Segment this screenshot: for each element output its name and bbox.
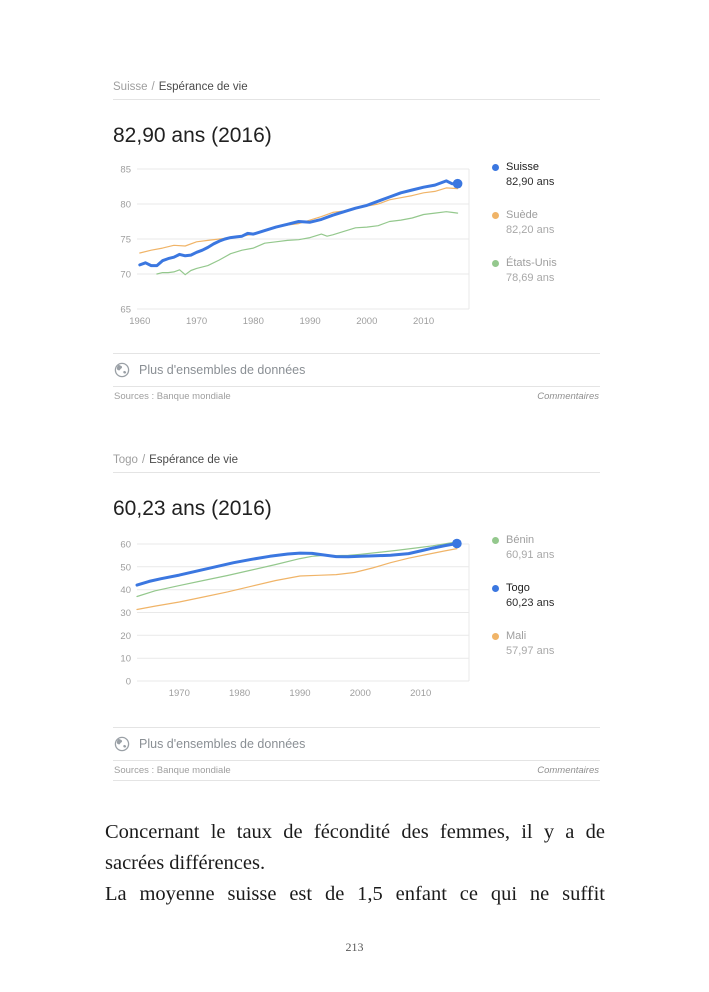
- legend-name: Togo: [506, 582, 530, 594]
- life-expectancy-chart-togo: 0 10 20 30 40 50 60 1970 1980 1990 2000 2010: [120, 538, 470, 699]
- svg-text:50: 50: [120, 562, 131, 573]
- legend-name: États-Unis: [506, 257, 557, 269]
- knowledge-panel-suisse: Suisse / Espérance de vie 82,90 ans (2016)…: [113, 80, 600, 406]
- comments-link[interactable]: Commentaires: [537, 391, 599, 402]
- svg-text:30: 30: [120, 608, 131, 619]
- svg-text:1960: 1960: [129, 316, 150, 327]
- breadcrumb-metric-label: Espérance de vie: [149, 454, 239, 466]
- legend-dot-icon: [492, 260, 499, 267]
- headline-value: 60,23 ans (2016): [113, 497, 272, 520]
- more-datasets-link[interactable]: Plus d'ensembles de données: [113, 354, 600, 386]
- more-datasets-link[interactable]: Plus d'ensembles de données: [113, 728, 600, 760]
- life-expectancy-chart-suisse: 65 70 75 80 85 1960 1970 1980 1990 2000 2010: [120, 165, 470, 327]
- legend-name: Bénin: [506, 534, 535, 546]
- legend-dot-icon: [492, 164, 499, 171]
- svg-text:1980: 1980: [229, 688, 250, 699]
- sources-row: Sources : Banque mondiale Commentaires: [113, 761, 600, 781]
- page-number: 213: [345, 940, 364, 954]
- svg-text:60: 60: [120, 540, 131, 551]
- legend-item-suisse[interactable]: Suisse 82,90 ans: [491, 161, 600, 189]
- sources-label: Sources : Banque mondiale: [114, 391, 231, 402]
- breadcrumb: Suisse / Espérance de vie: [113, 80, 600, 99]
- chart-legend: Suisse 82,90 ans Suède 82,20 ans États-U…: [491, 159, 600, 305]
- breadcrumb: Togo / Espérance de vie: [113, 453, 600, 472]
- svg-text:1980: 1980: [243, 316, 264, 327]
- svg-text:2000: 2000: [356, 316, 377, 327]
- svg-text:85: 85: [120, 165, 131, 176]
- more-datasets-label: Plus d'ensembles de données: [139, 363, 306, 377]
- knowledge-panel-togo: Togo / Espérance de vie 60,23 ans (2016) 0…: [113, 453, 600, 781]
- comments-link[interactable]: Commentaires: [537, 765, 599, 776]
- globe-icon: [114, 362, 130, 378]
- legend-dot-icon: [492, 633, 499, 640]
- headline-value: 82,90 ans (2016): [113, 124, 272, 147]
- legend-value: 60,23 ans: [506, 597, 555, 609]
- svg-text:1990: 1990: [289, 688, 310, 699]
- svg-text:20: 20: [120, 631, 131, 642]
- legend-value: 60,91 ans: [506, 549, 555, 561]
- divider: [113, 99, 600, 100]
- svg-text:75: 75: [120, 235, 131, 246]
- legend-dot-icon: [492, 537, 499, 544]
- body-text-line: La moyenne suisse est de 1,5 enfant ce q…: [105, 883, 605, 905]
- chart-area: 0 10 20 30 40 50 60 1970 1980 1990 2000 2010 Bénin …: [113, 532, 600, 707]
- breadcrumb-separator: /: [141, 454, 146, 466]
- svg-text:10: 10: [120, 654, 131, 665]
- svg-text:2000: 2000: [350, 688, 371, 699]
- legend-item-etats-unis[interactable]: États-Unis 78,69 ans: [491, 257, 600, 285]
- legend-value: 78,69 ans: [506, 272, 555, 284]
- svg-text:40: 40: [120, 585, 131, 596]
- legend-dot-icon: [492, 212, 499, 219]
- legend-name: Suède: [506, 209, 538, 221]
- divider: [113, 472, 600, 473]
- sources-label: Sources : Banque mondiale: [114, 765, 231, 776]
- chart-area: 65 70 75 80 85 1960 1970 1980 1990 2000 2010 Suiss…: [113, 159, 600, 331]
- divider: [113, 727, 600, 728]
- sources-row: Sources : Banque mondiale Commentaires: [113, 387, 600, 406]
- legend-dot-icon: [492, 585, 499, 592]
- divider: [113, 386, 600, 387]
- body-paragraph: Concernant le taux de fécondité des femm…: [105, 817, 605, 910]
- globe-icon: [114, 736, 130, 752]
- chart-legend: Bénin 60,91 ans Togo 60,23 ans Mali 57,9…: [491, 532, 600, 678]
- body-text-line: Concernant le taux de fécondité des femm…: [105, 821, 605, 843]
- svg-text:70: 70: [120, 270, 131, 281]
- breadcrumb-separator: /: [151, 81, 155, 93]
- legend-name: Suisse: [506, 161, 540, 173]
- legend-item-togo[interactable]: Togo 60,23 ans: [491, 582, 600, 610]
- legend-item-suede[interactable]: Suède 82,20 ans: [491, 209, 600, 237]
- divider: [113, 760, 600, 761]
- breadcrumb-metric-label: Espérance de vie: [158, 81, 248, 93]
- svg-text:1990: 1990: [300, 316, 321, 327]
- legend-value: 82,90 ans: [506, 176, 555, 188]
- svg-text:1970: 1970: [169, 688, 190, 699]
- body-text-line: sacrées différences.: [105, 852, 266, 874]
- legend-value: 57,97 ans: [506, 645, 555, 657]
- svg-text:80: 80: [120, 200, 131, 211]
- more-datasets-label: Plus d'ensembles de données: [139, 737, 306, 751]
- breadcrumb-country-link[interactable]: Togo: [113, 454, 138, 466]
- legend-name: Mali: [506, 630, 527, 642]
- svg-text:2010: 2010: [410, 688, 431, 699]
- breadcrumb-country-link[interactable]: Suisse: [113, 81, 148, 93]
- legend-item-benin[interactable]: Bénin 60,91 ans: [491, 534, 600, 562]
- legend-item-mali[interactable]: Mali 57,97 ans: [491, 630, 600, 658]
- svg-text:0: 0: [126, 677, 131, 688]
- divider: [113, 353, 600, 354]
- svg-text:1970: 1970: [186, 316, 207, 327]
- legend-value: 82,20 ans: [506, 224, 555, 236]
- svg-text:2010: 2010: [413, 316, 434, 327]
- svg-text:65: 65: [120, 305, 131, 316]
